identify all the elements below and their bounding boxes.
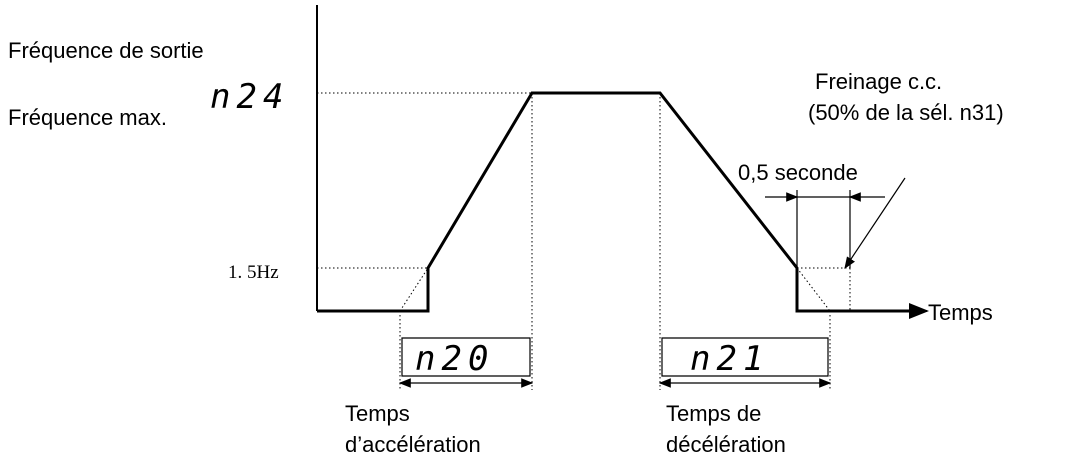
deceleration-param: n21 bbox=[690, 339, 769, 379]
deceleration-label: décélération bbox=[666, 432, 786, 457]
y-label: Fréquence de sortie bbox=[8, 38, 204, 63]
braking-duration bbox=[765, 177, 906, 269]
braking-duration-label: 0,5 seconde bbox=[738, 160, 858, 185]
acceleration-param: n20 bbox=[415, 339, 494, 379]
acceleration-label: d’accélération bbox=[345, 432, 481, 457]
braking-detail: (50% de la sél. n31) bbox=[808, 100, 1004, 125]
y-max-param: n24 bbox=[210, 77, 289, 117]
x-label: Temps bbox=[928, 300, 993, 325]
acceleration-label: Temps bbox=[345, 401, 410, 426]
deceleration-label: Temps de bbox=[666, 401, 761, 426]
param-box bbox=[661, 337, 829, 377]
braking-title: Freinage c.c. bbox=[815, 69, 942, 94]
frequency-profile bbox=[317, 91, 915, 313]
guides bbox=[317, 92, 851, 390]
y-max-label: Fréquence max. bbox=[8, 105, 167, 130]
param-box bbox=[401, 337, 531, 377]
y-low-label: 1. 5Hz bbox=[228, 262, 279, 283]
